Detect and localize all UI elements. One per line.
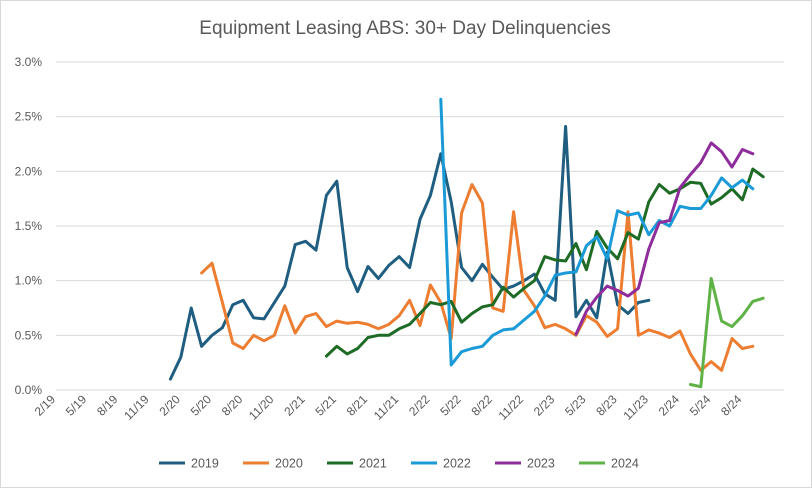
x-tick-label: 11/22 [496,392,527,423]
series-line-2022 [439,97,755,367]
series-lines [168,97,765,389]
x-tick-label: 5/21 [313,392,340,419]
x-tick-label: 2/23 [531,392,558,419]
x-tick-label: 5/20 [188,392,215,419]
legend-label: 2022 [443,457,471,471]
series-line-2019 [168,125,651,381]
y-tick-label: 2.5% [15,110,43,124]
y-axis-ticks: 0.0% 0.5% 1.0% 1.5% 2.0% 2.5% 3.0% [15,55,43,397]
legend-label: 2020 [275,457,303,471]
x-tick-label: 2/24 [656,392,683,419]
x-tick-label: 2/20 [157,392,184,419]
chart-title: Equipment Leasing ABS: 30+ Day Delinquen… [199,18,610,39]
x-tick-label: 8/19 [94,392,121,419]
y-tick-label: 1.0% [15,274,43,288]
x-tick-label: 2/21 [281,392,308,419]
y-tick-label: 1.5% [15,219,43,233]
series-line-2020 [200,183,755,372]
legend-label: 2019 [191,457,219,471]
y-tick-label: 0.0% [15,383,43,397]
legend-label: 2021 [359,457,387,471]
x-tick-label: 11/20 [246,392,277,423]
x-tick-label: 5/19 [63,392,90,419]
x-tick-label: 5/23 [562,392,589,419]
legend-label: 2024 [611,457,639,471]
series-line-2024 [688,277,765,389]
x-tick-label: 5/24 [687,392,714,419]
x-axis-ticks: 2/19 5/19 8/19 11/19 2/20 5/20 8/20 11/20 2/21 5/… [32,392,745,423]
y-tick-label: 2.0% [15,164,43,178]
x-tick-label: 5/22 [437,392,464,419]
x-tick-label: 11/21 [371,392,402,423]
y-tick-label: 3.0% [15,55,43,69]
x-tick-label: 2/22 [406,392,433,419]
x-tick-label: 8/20 [219,392,246,419]
legend: 2019 2020 2021 2022 2023 2024 [159,457,639,471]
y-tick-label: 0.5% [15,328,43,342]
x-tick-label: 8/22 [469,392,496,419]
series-line-2023 [574,141,755,336]
x-tick-label: 8/23 [593,392,620,419]
legend-label: 2023 [527,457,555,471]
x-tick-label: 11/19 [121,392,152,423]
x-tick-label: 8/24 [718,392,745,419]
x-tick-label: 11/23 [620,392,651,423]
x-tick-label: 8/21 [344,392,371,419]
series-line-2021 [324,167,765,358]
